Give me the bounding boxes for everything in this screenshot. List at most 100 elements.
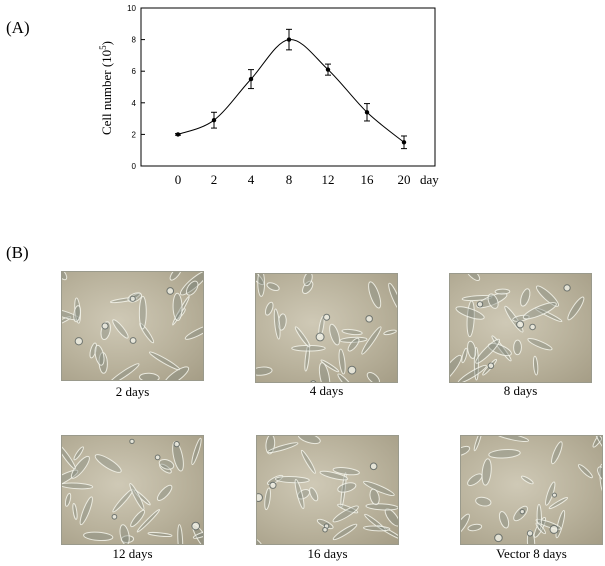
- cell-shape: [169, 272, 183, 281]
- cell-shape: [147, 531, 173, 537]
- cell-shape: [185, 280, 199, 296]
- series-line: [177, 39, 405, 143]
- cell-shape: [384, 508, 398, 527]
- cell-shape: [192, 530, 203, 539]
- micrograph-8-days: 8 days: [449, 273, 592, 398]
- cell-shape: [527, 338, 553, 351]
- x-tick-label: 4: [248, 172, 255, 187]
- cell-shape: [319, 470, 349, 481]
- cell-shape: [163, 366, 190, 380]
- rounded-cell: [257, 493, 263, 502]
- cell-shape: [337, 373, 355, 382]
- micrograph-caption: 16 days: [307, 546, 348, 561]
- cell-shape: [119, 524, 130, 544]
- cell-shape: [461, 445, 471, 456]
- rounded-cell: [526, 530, 534, 537]
- cell-shape: [361, 326, 382, 355]
- cell-shape: [465, 274, 481, 282]
- cell-shape: [338, 348, 346, 375]
- plot-frame: [140, 7, 436, 167]
- micrograph-image: [256, 435, 399, 545]
- cell-shape: [369, 488, 380, 506]
- cell-shape: [129, 482, 145, 511]
- rounded-cell: [476, 301, 484, 308]
- cell-shape: [156, 484, 173, 501]
- cell-shape: [112, 319, 129, 339]
- rounded-cell: [563, 284, 571, 292]
- data-point: [211, 117, 217, 123]
- cell-shape: [138, 295, 147, 330]
- cell-shape: [368, 281, 382, 309]
- micrograph-vector-8-days: Vector 8 days: [460, 435, 603, 561]
- cell-shape: [273, 308, 281, 340]
- cell-shape: [592, 436, 602, 448]
- cell-shape: [520, 288, 531, 307]
- cell-shape: [366, 371, 380, 382]
- cell-shape: [461, 347, 468, 364]
- cell-shape: [294, 326, 311, 348]
- cell-shape: [294, 478, 305, 510]
- micrograph-image: [61, 271, 204, 381]
- cell-shape: [341, 328, 363, 336]
- cell-shape: [494, 288, 511, 295]
- cell-shape: [130, 509, 146, 528]
- data-point: [325, 67, 331, 72]
- cell-shape: [62, 482, 94, 490]
- panel-label-b: (B): [6, 243, 29, 262]
- cell-shape: [347, 337, 360, 352]
- micrograph-16-days: 16 days: [256, 435, 399, 561]
- chart-series: [175, 28, 407, 150]
- cell-shape: [467, 473, 483, 487]
- micrograph-image: [449, 273, 592, 383]
- rounded-cell: [494, 533, 503, 543]
- cell-shape: [365, 503, 398, 511]
- cell-shape: [94, 454, 122, 473]
- cell-shape: [158, 459, 175, 470]
- cell-shape: [597, 466, 602, 483]
- rounded-cell: [365, 315, 373, 323]
- rounded-cell: [129, 337, 137, 344]
- cell-shape: [94, 344, 105, 366]
- cell-shape: [112, 488, 134, 513]
- cell-shape: [300, 449, 316, 474]
- rounded-cell: [551, 492, 557, 498]
- micrograph-12-days: 12 days: [61, 435, 204, 561]
- y-axis-title-base: Cell number (10: [99, 50, 114, 135]
- cell-shape: [498, 510, 510, 529]
- cell-shape: [383, 329, 397, 336]
- cell-shape: [62, 272, 68, 281]
- data-point: [364, 110, 370, 115]
- cell-shape: [329, 323, 340, 346]
- cell-shape: [388, 282, 397, 312]
- rounded-cell: [166, 287, 175, 295]
- rounded-cell: [129, 438, 135, 445]
- y-axis-title: Cell number (105): [98, 41, 114, 135]
- cell-shape: [297, 436, 321, 445]
- y-tick-label: 8: [132, 36, 137, 45]
- cell-shape: [363, 480, 395, 497]
- rounded-cell: [529, 323, 536, 331]
- cell-shape: [487, 293, 499, 309]
- rounded-cell: [111, 513, 118, 520]
- cell-shape: [136, 509, 161, 533]
- chart-ticks: 0 2 4 6 8 10 0 2 4 8 12 16 20 day: [127, 4, 439, 187]
- cell-shape: [332, 523, 358, 541]
- cell-shape: [108, 363, 140, 380]
- cell-shape: [266, 282, 280, 292]
- cell-shape: [64, 492, 72, 507]
- x-tick-label: 8: [286, 172, 293, 187]
- cell-shape: [303, 274, 313, 287]
- cell-shape: [318, 362, 331, 382]
- cell-shape: [309, 487, 319, 502]
- rounded-cell: [519, 509, 525, 515]
- cell-shape: [577, 464, 593, 479]
- micrograph-4-days: 4 days: [255, 273, 398, 398]
- rounded-cell: [323, 313, 331, 321]
- cell-shape: [62, 469, 79, 489]
- cell-shape: [476, 292, 508, 309]
- y-tick-label: 6: [132, 67, 137, 76]
- cell-shape: [567, 296, 585, 321]
- cell-shape: [89, 342, 98, 359]
- micrograph-caption: Vector 8 days: [496, 546, 567, 561]
- cell-shape: [532, 355, 539, 376]
